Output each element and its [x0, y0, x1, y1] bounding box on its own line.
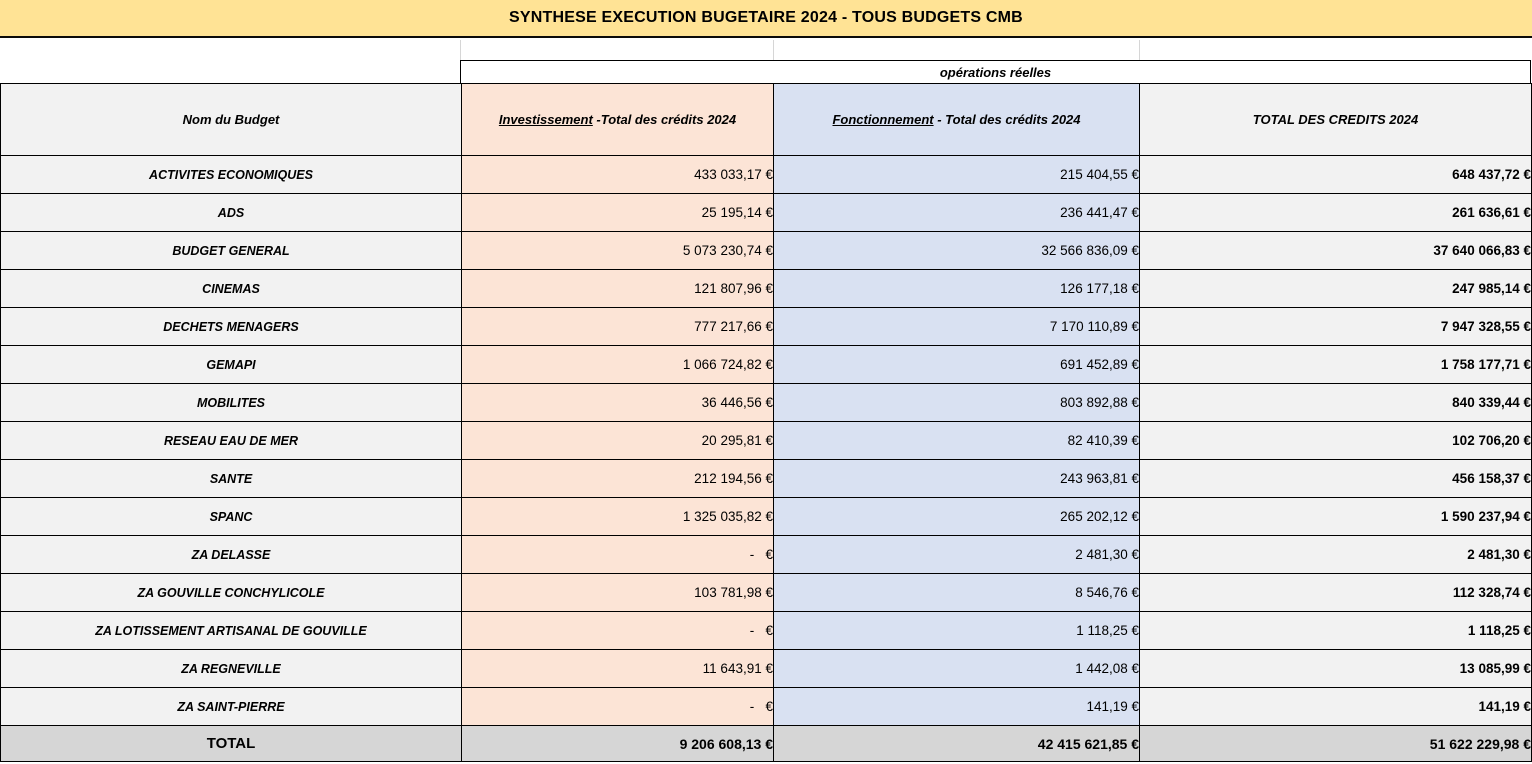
total-value-cell[interactable]: 2 481,30 €: [1139, 535, 1532, 574]
col-header-total-credits[interactable]: TOTAL DES CREDITS 2024: [1139, 83, 1532, 156]
investissement-value-cell[interactable]: 25 195,14 €: [461, 193, 774, 232]
page-title: SYNTHESE EXECUTION BUGETAIRE 2024 - TOUS…: [509, 9, 1023, 26]
fonctionnement-value-cell[interactable]: 803 892,88 €: [773, 383, 1140, 422]
fonctionnement-value-cell[interactable]: 7 170 110,89 €: [773, 307, 1140, 346]
total-credits-cell[interactable]: 51 622 229,98 €: [1139, 725, 1532, 762]
investissement-value-cell[interactable]: 121 807,96 €: [461, 269, 774, 308]
investissement-value-cell[interactable]: 20 295,81 €: [461, 421, 774, 460]
table-row: ZA REGNEVILLE 11 643,91 € 1 442,08 € 13 …: [0, 649, 1532, 688]
operations-reelles-label: opérations réelles: [939, 64, 1052, 80]
total-value-cell[interactable]: 112 328,74 €: [1139, 573, 1532, 612]
budget-name-cell[interactable]: SPANC: [0, 497, 462, 536]
budget-name-cell[interactable]: MOBILITES: [0, 383, 462, 422]
total-value-cell[interactable]: 141,19 €: [1139, 687, 1532, 726]
table-row: RESEAU EAU DE MER 20 295,81 € 82 410,39 …: [0, 421, 1532, 460]
table-row: MOBILITES 36 446,56 € 803 892,88 € 840 3…: [0, 383, 1532, 422]
total-value-cell[interactable]: 840 339,44 €: [1139, 383, 1532, 422]
fonctionnement-value-cell[interactable]: 265 202,12 €: [773, 497, 1140, 536]
fonctionnement-value-cell[interactable]: 141,19 €: [773, 687, 1140, 726]
gridline: [1139, 40, 1140, 60]
total-value-cell[interactable]: 37 640 066,83 €: [1139, 231, 1532, 270]
total-row: TOTAL 9 206 608,13 € 42 415 621,85 € 51 …: [0, 725, 1532, 762]
budget-name-cell[interactable]: RESEAU EAU DE MER: [0, 421, 462, 460]
total-value-cell[interactable]: 1 758 177,71 €: [1139, 345, 1532, 384]
fonctionnement-value-cell[interactable]: 691 452,89 €: [773, 345, 1140, 384]
budget-name-cell[interactable]: GEMAPI: [0, 345, 462, 384]
budget-name-cell[interactable]: DECHETS MENAGERS: [0, 307, 462, 346]
table-row: ACTIVITES ECONOMIQUES 433 033,17 € 215 4…: [0, 155, 1532, 194]
budget-name-cell[interactable]: BUDGET GENERAL: [0, 231, 462, 270]
budget-name-cell[interactable]: ADS: [0, 193, 462, 232]
table-row: SANTE 212 194,56 € 243 963,81 € 456 158,…: [0, 459, 1532, 498]
table-row: ZA LOTISSEMENT ARTISANAL DE GOUVILLE - €…: [0, 611, 1532, 650]
table-row: DECHETS MENAGERS 777 217,66 € 7 170 110,…: [0, 307, 1532, 346]
budget-name-cell[interactable]: CINEMAS: [0, 269, 462, 308]
budget-name-cell[interactable]: ZA REGNEVILLE: [0, 649, 462, 688]
fonctionnement-value-cell[interactable]: 32 566 836,09 €: [773, 231, 1140, 270]
budget-name-cell[interactable]: ACTIVITES ECONOMIQUES: [0, 155, 462, 194]
budget-table: Nom du Budget Investissement -Total des …: [0, 83, 1532, 762]
total-value-cell[interactable]: 261 636,61 €: [1139, 193, 1532, 232]
fonctionnement-value-cell[interactable]: 236 441,47 €: [773, 193, 1140, 232]
table-header-row: Nom du Budget Investissement -Total des …: [0, 83, 1532, 156]
total-value-cell[interactable]: 7 947 328,55 €: [1139, 307, 1532, 346]
gridline: [460, 40, 461, 60]
fonctionnement-value-cell[interactable]: 8 546,76 €: [773, 573, 1140, 612]
investissement-value-cell[interactable]: 5 073 230,74 €: [461, 231, 774, 270]
total-investissement-cell[interactable]: 9 206 608,13 €: [461, 725, 774, 762]
investissement-value-cell[interactable]: 11 643,91 €: [461, 649, 774, 688]
table-row: ZA SAINT-PIERRE - € 141,19 € 141,19 €: [0, 687, 1532, 726]
investissement-value-cell[interactable]: 212 194,56 €: [461, 459, 774, 498]
fonctionnement-value-cell[interactable]: 82 410,39 €: [773, 421, 1140, 460]
total-fonctionnement-cell[interactable]: 42 415 621,85 €: [773, 725, 1140, 762]
investissement-value-cell[interactable]: 36 446,56 €: [461, 383, 774, 422]
table-row: GEMAPI 1 066 724,82 € 691 452,89 € 1 758…: [0, 345, 1532, 384]
col-header-investissement[interactable]: Investissement -Total des crédits 2024: [461, 83, 774, 156]
investissement-value-cell[interactable]: - €: [461, 611, 774, 650]
total-value-cell[interactable]: 13 085,99 €: [1139, 649, 1532, 688]
fonctionnement-value-cell[interactable]: 2 481,30 €: [773, 535, 1140, 574]
budget-name-cell[interactable]: ZA SAINT-PIERRE: [0, 687, 462, 726]
investissement-value-cell[interactable]: 1 325 035,82 €: [461, 497, 774, 536]
budget-name-cell[interactable]: SANTE: [0, 459, 462, 498]
title-banner: SYNTHESE EXECUTION BUGETAIRE 2024 - TOUS…: [0, 0, 1532, 38]
gridline: [773, 40, 774, 60]
fonctionnement-value-cell[interactable]: 215 404,55 €: [773, 155, 1140, 194]
table-row: CINEMAS 121 807,96 € 126 177,18 € 247 98…: [0, 269, 1532, 308]
budget-name-cell[interactable]: ZA GOUVILLE CONCHYLICOLE: [0, 573, 462, 612]
total-value-cell[interactable]: 102 706,20 €: [1139, 421, 1532, 460]
fonctionnement-value-cell[interactable]: 1 442,08 €: [773, 649, 1140, 688]
table-row: BUDGET GENERAL 5 073 230,74 € 32 566 836…: [0, 231, 1532, 270]
investissement-value-cell[interactable]: 433 033,17 €: [461, 155, 774, 194]
table-row: ZA GOUVILLE CONCHYLICOLE 103 781,98 € 8 …: [0, 573, 1532, 612]
budget-name-cell[interactable]: ZA DELASSE: [0, 535, 462, 574]
total-value-cell[interactable]: 456 158,37 €: [1139, 459, 1532, 498]
table-row: SPANC 1 325 035,82 € 265 202,12 € 1 590 …: [0, 497, 1532, 536]
investissement-value-cell[interactable]: - €: [461, 535, 774, 574]
fonctionnement-value-cell[interactable]: 243 963,81 €: [773, 459, 1140, 498]
investissement-value-cell[interactable]: 103 781,98 €: [461, 573, 774, 612]
budget-table-body: Nom du Budget Investissement -Total des …: [0, 83, 1532, 762]
fonctionnement-value-cell[interactable]: 1 118,25 €: [773, 611, 1140, 650]
investissement-value-cell[interactable]: 1 066 724,82 €: [461, 345, 774, 384]
investissement-value-cell[interactable]: - €: [461, 687, 774, 726]
total-value-cell[interactable]: 247 985,14 €: [1139, 269, 1532, 308]
total-value-cell[interactable]: 1 118,25 €: [1139, 611, 1532, 650]
col-header-budget-name[interactable]: Nom du Budget: [0, 83, 462, 156]
table-row: ADS 25 195,14 € 236 441,47 € 261 636,61 …: [0, 193, 1532, 232]
total-label-cell[interactable]: TOTAL: [0, 725, 462, 762]
budget-name-cell[interactable]: ZA LOTISSEMENT ARTISANAL DE GOUVILLE: [0, 611, 462, 650]
col-header-fonctionnement[interactable]: Fonctionnement - Total des crédits 2024: [773, 83, 1140, 156]
table-row: ZA DELASSE - € 2 481,30 € 2 481,30 €: [0, 535, 1532, 574]
investissement-value-cell[interactable]: 777 217,66 €: [461, 307, 774, 346]
total-value-cell[interactable]: 648 437,72 €: [1139, 155, 1532, 194]
fonctionnement-value-cell[interactable]: 126 177,18 €: [773, 269, 1140, 308]
operations-reelles-header[interactable]: opérations réelles: [460, 60, 1531, 84]
total-value-cell[interactable]: 1 590 237,94 €: [1139, 497, 1532, 536]
